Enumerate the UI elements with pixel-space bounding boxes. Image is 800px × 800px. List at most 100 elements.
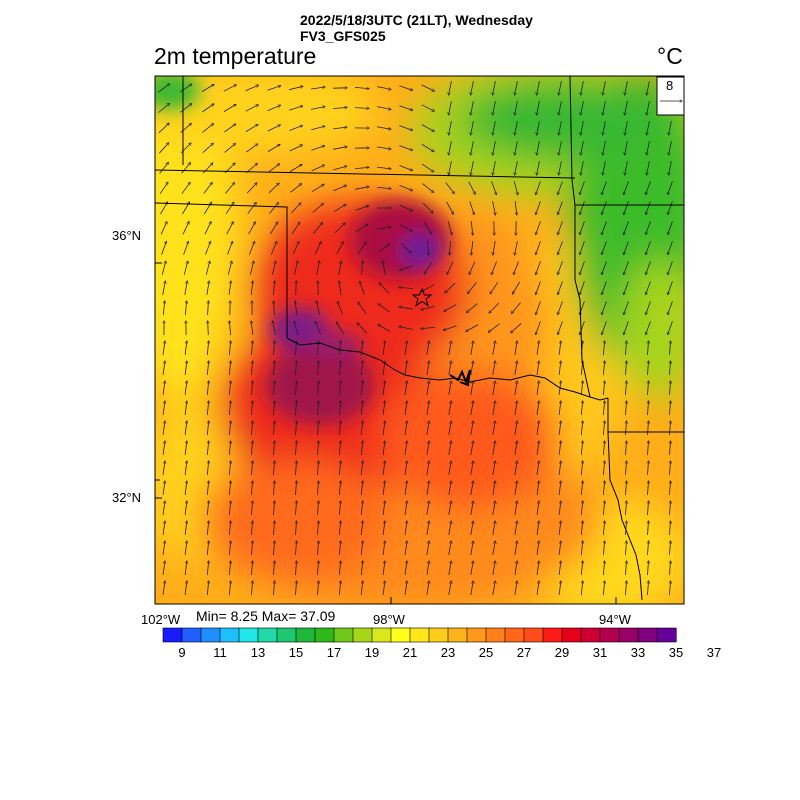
wind-arrow (492, 521, 495, 535)
wind-arrow (427, 240, 428, 255)
wind-arrow (274, 481, 275, 496)
colorbar-swatch (352, 627, 373, 643)
wind-arrow (252, 401, 253, 416)
wind-arrow (624, 321, 629, 334)
wind-arrow (448, 401, 451, 415)
wind-arrow (536, 301, 541, 314)
wind-arrow (558, 181, 563, 194)
wind-arrow (296, 401, 297, 416)
wind-arrow (514, 341, 517, 355)
wind-arrow (512, 281, 520, 294)
wind-arrow (354, 87, 369, 88)
wind-arrow (296, 501, 297, 516)
wind-arrow (668, 221, 673, 234)
wind-arrow (445, 282, 456, 293)
colorbar-tick-label: 35 (668, 645, 684, 660)
wind-arrow (314, 242, 321, 255)
wind-arrow (448, 461, 451, 475)
wind-arrow (267, 105, 281, 112)
wind-arrow (158, 84, 169, 93)
wind-arrow (648, 361, 649, 376)
header-datetime: 2022/5/18/3UTC (21LT), Wednesday (300, 12, 533, 28)
wind-arrow (333, 166, 346, 171)
wind-arrow (225, 202, 234, 215)
wind-arrow (426, 561, 429, 575)
colorbar-swatch (428, 627, 449, 643)
wind-arrow (558, 421, 561, 435)
wind-arrow (207, 421, 208, 436)
wind-arrow (360, 461, 363, 476)
wind-arrow (512, 302, 521, 314)
wind-arrow (252, 421, 253, 436)
wind-arrow (447, 261, 454, 275)
wind-arrow (646, 241, 651, 254)
wind-arrow (580, 201, 585, 214)
wind-arrow (270, 242, 276, 255)
wind-arrow (246, 183, 257, 194)
units-label: °C (657, 43, 683, 69)
wind-arrow (536, 361, 539, 375)
wind-arrow (229, 461, 230, 476)
wind-arrow (470, 341, 473, 355)
wind-arrow (536, 321, 541, 334)
wind-arrow (492, 201, 496, 215)
wind-arrow (603, 141, 606, 155)
wind-arrow (339, 461, 340, 476)
wind-arrow (224, 144, 236, 153)
wind-arrow (274, 561, 275, 576)
wind-arrow (581, 441, 582, 456)
colorbar-swatch (181, 627, 202, 643)
wind-arrow (229, 561, 230, 576)
wind-arrow (379, 283, 390, 294)
wind-arrow (163, 301, 164, 316)
wind-arrow (333, 185, 347, 192)
wind-arrow (290, 184, 302, 193)
wind-arrow (471, 161, 474, 175)
wind-arrow (399, 125, 412, 131)
wind-arrow (184, 281, 187, 295)
wind-arrow (448, 501, 451, 515)
wind-arrow (646, 261, 651, 274)
wind-arrow (274, 421, 275, 436)
wind-arrow (274, 361, 275, 376)
wind-arrow (227, 242, 233, 255)
wind-arrow (603, 421, 604, 436)
wind-arrow (355, 206, 368, 211)
wind-arrow (536, 561, 539, 575)
wind-arrow (267, 125, 281, 132)
wind-arrow (184, 361, 187, 375)
wind-arrow (404, 341, 407, 355)
wind-arrow (536, 221, 541, 234)
wind-arrow (274, 341, 275, 356)
wind-arrow (626, 481, 627, 496)
wind-arrow (377, 146, 391, 149)
colorbar-swatch (447, 627, 468, 643)
wind-arrow (470, 521, 473, 535)
wind-arrow (602, 321, 607, 334)
wind-arrow (648, 501, 649, 516)
wind-arrow (646, 201, 651, 214)
wind-arrow (404, 561, 407, 575)
lake-feature (449, 369, 471, 387)
wind-arrow (646, 321, 651, 334)
wind-arrow (382, 541, 385, 555)
wind-arrow (162, 401, 165, 415)
wind-arrow (492, 461, 495, 475)
wind-arrow (339, 441, 340, 456)
wind-arrow (382, 461, 385, 475)
wind-arrow (558, 341, 561, 355)
wind-arrow (289, 126, 303, 131)
wind-arrow (223, 104, 236, 112)
wind-arrow (339, 561, 340, 576)
wind-arrow (668, 261, 673, 274)
wind-arrow (467, 303, 478, 313)
wind-arrow (201, 84, 214, 92)
wind-arrow (471, 241, 474, 255)
colorbar-tick-label: 27 (516, 645, 532, 660)
colorbar-swatch (580, 627, 601, 643)
wind-arrow (249, 261, 253, 275)
wind-arrow (448, 361, 451, 375)
wind-arrow (581, 401, 582, 416)
wind-arrow (336, 242, 344, 255)
wind-arrow (514, 561, 517, 575)
